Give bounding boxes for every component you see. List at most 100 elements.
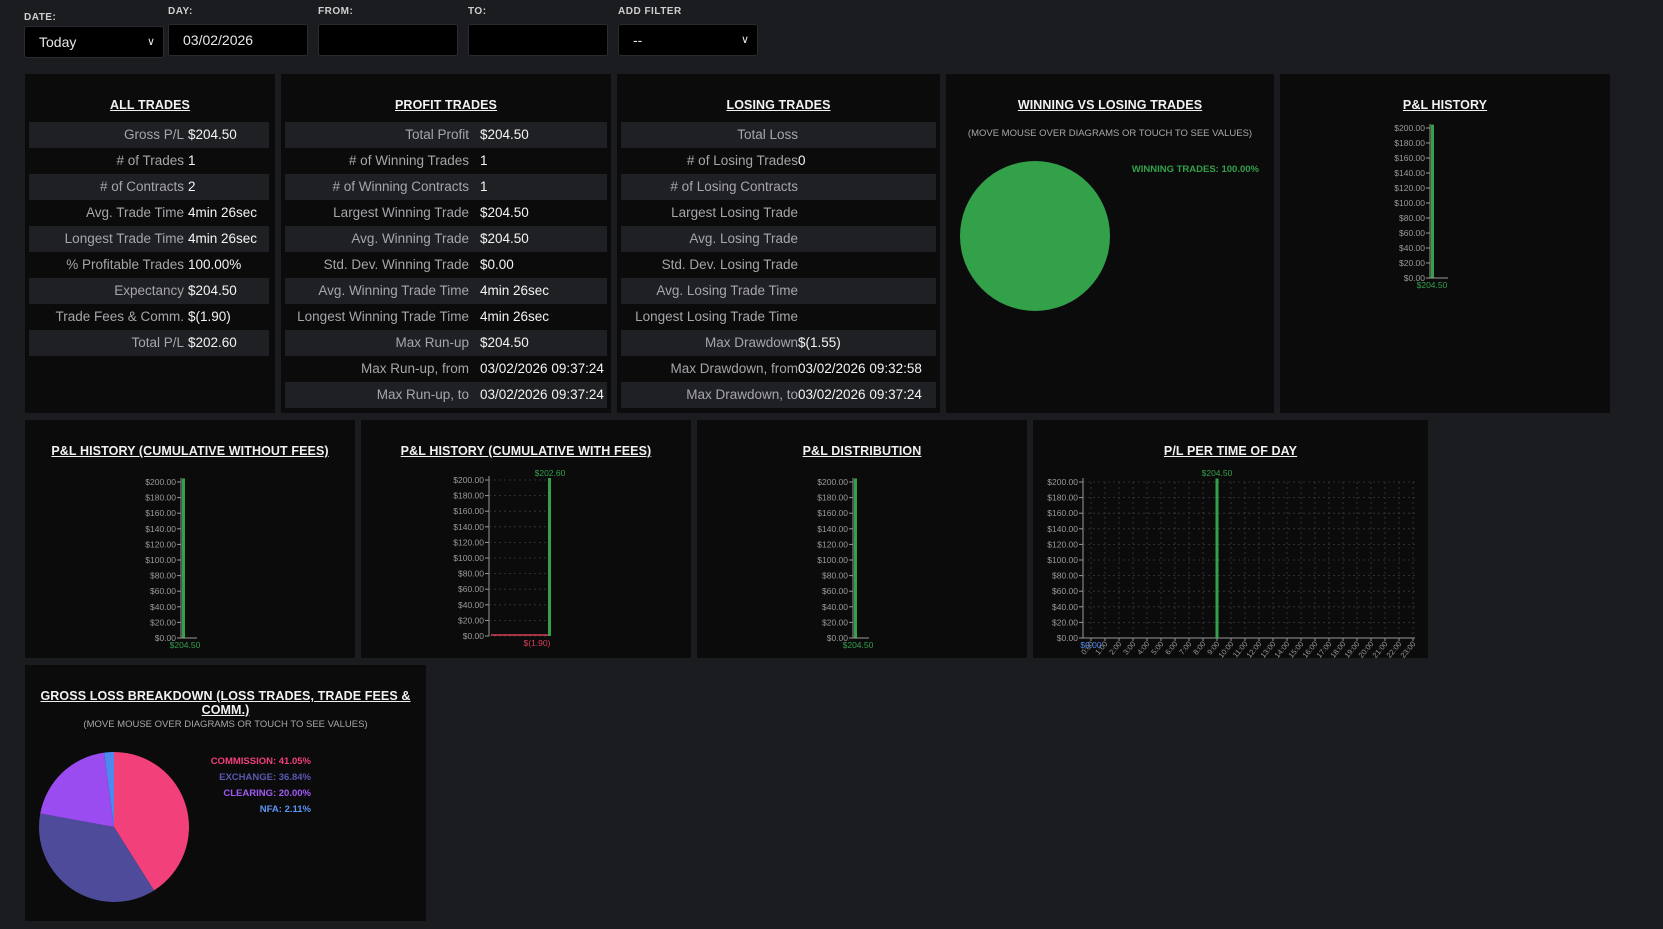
time-of-day-chart[interactable]: $200.00 $180.00 $160.00 $140.00 $120.00 $100.… — [1033, 420, 1428, 680]
stat-row: Avg. Losing Trade Time — [621, 278, 936, 304]
stat-row: Avg. Winning Trade Time 4min 26sec — [285, 278, 607, 304]
stat-row: Avg. Winning Trade $204.50 — [285, 226, 607, 252]
hour-bar[interactable] — [1215, 478, 1219, 638]
pl-history-panel: P&L HISTORY $200.00 $180.00 $160.00 $140.00… — [1280, 74, 1610, 413]
all-trades-panel: ALL TRADES Gross P/L $204.50 # of Trades 1 #… — [25, 74, 275, 413]
y-tick-label: $160.00 — [1394, 153, 1425, 163]
stat-label: # of Trades — [116, 153, 184, 168]
pie-slice-exchange[interactable] — [39, 813, 154, 902]
win-vs-lose-chart[interactable]: WINNING TRADES: 100.00% — [946, 74, 1274, 413]
cumulative-bar[interactable] — [182, 478, 185, 638]
stat-label: # of Winning Contracts — [332, 179, 469, 194]
losing-trades-title: LOSING TRADES — [726, 98, 831, 112]
pie-legend-winning: WINNING TRADES: 100.00% — [1132, 164, 1260, 175]
stat-value: $202.60 — [188, 335, 237, 350]
x-tick-label: 8:00 — [1191, 640, 1207, 657]
time-of-day-panel: P/L PER TIME OF DAY $200.00 $180.00 $160.0… — [1033, 420, 1428, 660]
stat-label: Total Profit — [405, 127, 469, 142]
stat-row: Max Run-up, to 03/02/2026 09:37:24 — [285, 382, 607, 408]
cumulative-bar[interactable] — [548, 477, 551, 636]
y-tick-label: $40.00 — [150, 602, 176, 612]
y-tick-label: $0.00 — [463, 631, 485, 641]
x-tick-label: 4:00 — [1135, 640, 1151, 657]
profit-trades-panel: PROFIT TRADES Total Profit $204.50 # of Wi… — [281, 74, 611, 413]
stat-row: Max Drawdown $(1.55) — [621, 330, 936, 356]
chevron-down-icon: ∨ — [146, 36, 155, 48]
stat-label: # of Losing Contracts — [670, 179, 798, 194]
pie-slice-winning[interactable] — [960, 161, 1110, 311]
add-filter-select[interactable]: -- ∨ — [618, 24, 758, 56]
top-value-label: $204.50 — [1202, 468, 1233, 478]
cum-no-fees-chart[interactable]: $200.00 $180.00 $160.00 $140.00 $120.00 $100.… — [25, 420, 355, 658]
stat-value: 4min 26sec — [188, 205, 258, 220]
date-select[interactable]: Today ∨ — [24, 26, 164, 58]
distribution-chart[interactable]: $200.00 $180.00 $160.00 $140.00 $120.00 $100.… — [697, 420, 1027, 658]
stat-label: Max Drawdown, from — [670, 361, 798, 376]
pl-history-chart[interactable]: $200.00 $180.00 $160.00 $140.00 $120.00 $100.… — [1280, 74, 1610, 413]
pl-bar[interactable] — [1431, 124, 1434, 278]
from-filter-label: FROM: — [318, 6, 354, 17]
stat-row: # of Losing Contracts — [621, 174, 936, 200]
stat-row: Largest Winning Trade $204.50 — [285, 200, 607, 226]
pie-legend-commission: COMMISSION: 41.05% — [211, 756, 312, 767]
win-vs-lose-title: WINNING VS LOSING TRADES — [1017, 98, 1203, 112]
cum-no-fees-title: P&L HISTORY (CUMULATIVE WITHOUT FEES) — [51, 444, 329, 458]
gross-loss-chart[interactable]: COMMISSION: 41.05% EXCHANGE: 36.84% CLEARI… — [25, 665, 426, 921]
bar-value-label[interactable]: $204.50 — [1417, 280, 1448, 290]
cum-with-fees-panel: P&L HISTORY (CUMULATIVE WITH FEES) $200.… — [361, 420, 691, 658]
losing-trades-panel: LOSING TRADES Total Loss # of Losing Trad… — [617, 74, 940, 413]
stat-row: Max Drawdown, from 03/02/2026 09:32:58 — [621, 356, 936, 382]
stat-value: $204.50 — [480, 127, 529, 142]
stat-row: Max Drawdown, to 03/02/2026 09:37:24 — [621, 382, 936, 408]
y-tick-label: $160.00 — [817, 508, 848, 518]
stat-label: Max Run-up, to — [376, 387, 469, 402]
pie-slice-nfa[interactable] — [104, 752, 114, 827]
hover-note: (MOVE MOUSE OVER DIAGRAMS OR TOUCH TO SE… — [967, 128, 1253, 139]
y-tick-label: $180.00 — [145, 493, 176, 503]
distribution-bar[interactable] — [854, 478, 857, 638]
stat-value: $204.50 — [188, 283, 237, 298]
stat-label: Largest Losing Trade — [671, 205, 798, 220]
stat-value: 4min 26sec — [480, 283, 550, 298]
stat-value: $(1.55) — [798, 335, 841, 350]
stat-value: $204.50 — [480, 231, 529, 246]
day-input[interactable]: 03/02/2026 — [168, 24, 308, 56]
stat-label: Max Drawdown — [704, 335, 798, 350]
pie-slice-commission[interactable] — [114, 752, 189, 891]
stat-value: 4min 26sec — [480, 309, 550, 324]
y-tick-label: $20.00 — [150, 617, 176, 627]
stat-label: Avg. Trade Time — [85, 205, 184, 220]
y-tick-label: $140.00 — [1047, 524, 1078, 534]
from-input[interactable] — [318, 24, 458, 56]
y-tick-label: $0.00 — [827, 633, 849, 643]
stat-row: Max Run-up $204.50 — [285, 330, 607, 356]
x-tick-label: 2:00 — [1107, 640, 1123, 657]
y-tick-label: $100.00 — [453, 553, 484, 563]
distribution-panel: P&L DISTRIBUTION $200.00 $180.00 $160.00 $1… — [697, 420, 1027, 658]
x-tick-label: 5:00 — [1149, 640, 1165, 657]
stat-label: % Profitable Trades — [66, 257, 184, 272]
stat-row: Longest Winning Trade Time 4min 26sec — [285, 304, 607, 330]
y-tick-label: $200.00 — [145, 477, 176, 487]
stat-label: Std. Dev. Winning Trade — [323, 257, 469, 272]
y-tick-label: $120.00 — [145, 539, 176, 549]
stat-value: 03/02/2026 09:37:24 — [480, 387, 604, 402]
stat-row: # of Trades 1 — [29, 148, 269, 174]
x-tick-label: 3:00 — [1121, 640, 1137, 657]
to-input[interactable] — [468, 24, 608, 56]
stat-row: # of Winning Trades 1 — [285, 148, 607, 174]
y-tick-label: $200.00 — [1394, 123, 1425, 133]
stat-value: $(1.90) — [188, 309, 231, 324]
profit-trades-title: PROFIT TRADES — [395, 98, 497, 112]
bar-value-label[interactable]: $204.50 — [843, 640, 874, 650]
add-filter-label: ADD FILTER — [618, 6, 682, 17]
bar-value-label[interactable]: $204.50 — [170, 640, 201, 650]
pie-slice-clearing[interactable] — [40, 752, 114, 827]
pie-legend-nfa: NFA: 2.11% — [260, 804, 312, 815]
cum-with-fees-chart[interactable]: $200.00 $180.00 $160.00 $140.00 $120.00 $100.… — [361, 420, 691, 658]
gross-loss-title: GROSS LOSS BREAKDOWN (LOSS TRADES, TRADE… — [40, 689, 411, 717]
stat-row: Total Loss — [621, 122, 936, 148]
y-tick-label: $100.00 — [1047, 555, 1078, 565]
y-tick-label: $140.00 — [1394, 168, 1425, 178]
y-tick-label: $60.00 — [822, 586, 848, 596]
